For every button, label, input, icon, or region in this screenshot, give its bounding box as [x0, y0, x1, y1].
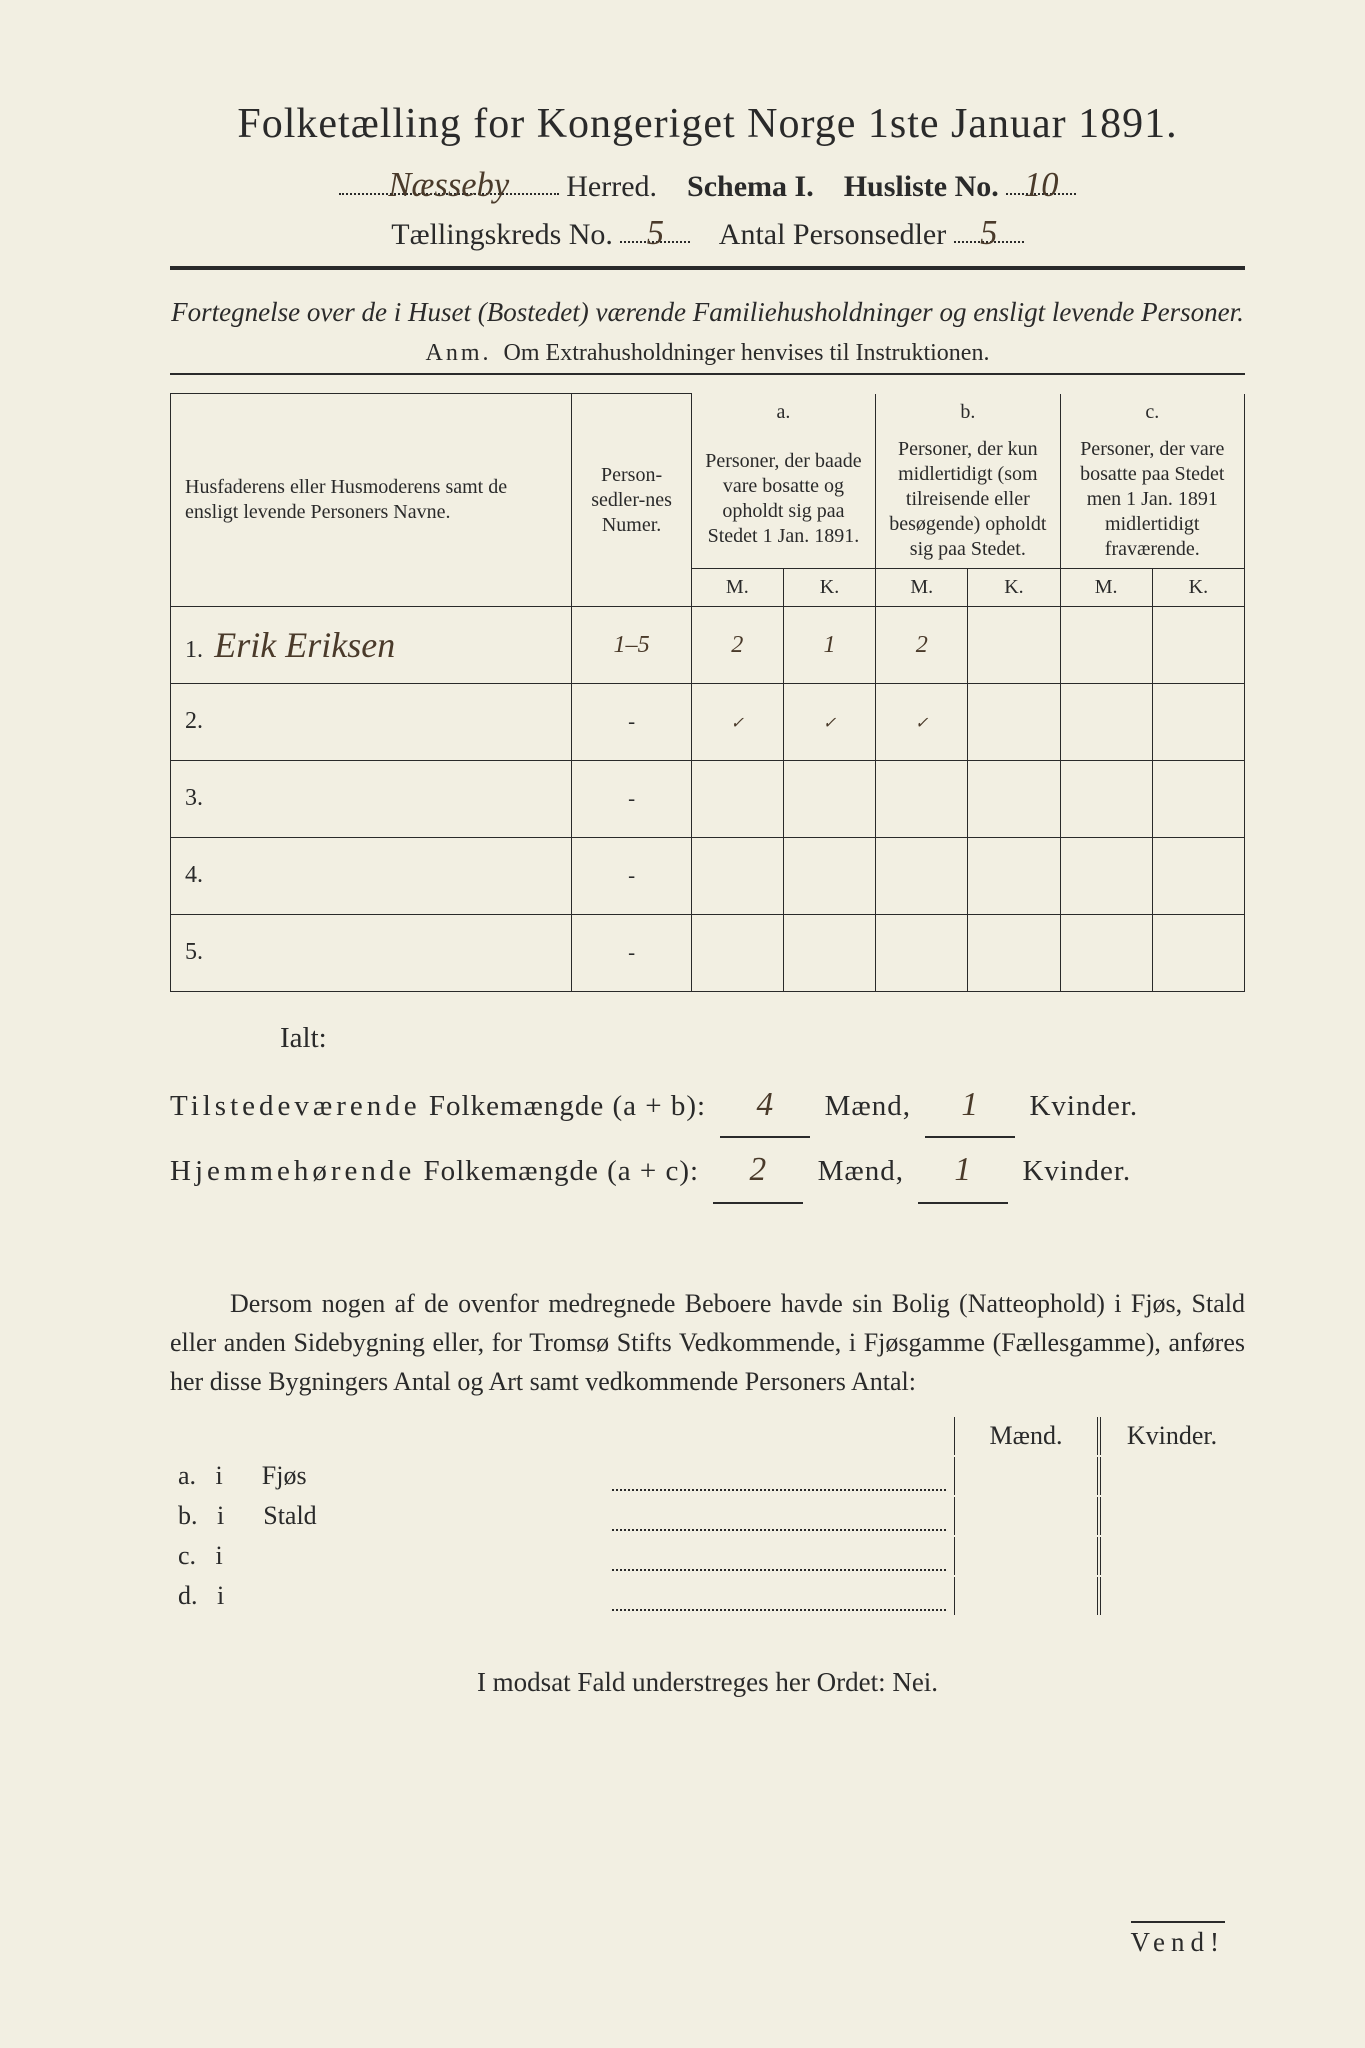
table-row: 4. -: [171, 837, 1245, 914]
cell-bM: ✓: [915, 713, 928, 733]
main-table: Husfaderens eller Husmoderens samt de en…: [170, 393, 1245, 992]
summary-v1k: 1: [961, 1073, 979, 1136]
table-row: 5. -: [171, 914, 1245, 991]
maend-label: Mænd,: [818, 1155, 904, 1187]
numer-cell: -: [628, 940, 635, 964]
summary-v1m: 4: [756, 1073, 774, 1136]
btable-letter: b.: [178, 1501, 198, 1530]
col-a-m: M.: [691, 568, 783, 606]
kreds-handwritten: 5: [647, 214, 664, 253]
subtitle: Fortegnelse over de i Huset (Bostedet) v…: [170, 294, 1245, 330]
col-c-label: c.: [1060, 394, 1244, 431]
summary-2a: Hjemmehørende: [170, 1155, 415, 1187]
btable-row: b. i Stald: [172, 1497, 1243, 1535]
col-c-text: Personer, der vare bosatte paa Stedet me…: [1060, 431, 1244, 569]
header-line-1: Næsseby Herred. Schema I. Husliste No. 1…: [170, 166, 1245, 204]
sedler-handwritten: 5: [980, 214, 997, 253]
cell-aM: ✓: [731, 713, 744, 733]
kvinder-label: Kvinder.: [1022, 1155, 1131, 1187]
col-b-label: b.: [876, 394, 1060, 431]
anm-label: Anm.: [426, 340, 492, 366]
kreds-label: Tællingskreds No.: [391, 218, 613, 251]
vend-label: Vend!: [1131, 1921, 1225, 1958]
btable-letter: a.: [178, 1461, 196, 1490]
btable-i: i: [217, 1581, 224, 1610]
numer-cell: -: [628, 863, 635, 887]
cell-aK: ✓: [823, 713, 836, 733]
schema-label: Schema I.: [687, 170, 814, 203]
btable-type: Fjøs: [262, 1461, 307, 1490]
numer-handwritten: 1–5: [613, 631, 649, 659]
cell-bM: 2: [916, 631, 928, 659]
btable-i: i: [216, 1541, 223, 1570]
summary-2b: Folkemængde (a + c):: [424, 1155, 700, 1187]
para-text: Dersom nogen af de ovenfor medregnede Be…: [170, 1289, 1245, 1396]
btable-i: i: [216, 1461, 223, 1490]
col-a-text: Personer, der baade vare bosatte og opho…: [691, 431, 875, 569]
nei-line: I modsat Fald understreges her Ordet: Ne…: [170, 1667, 1245, 1698]
col-a-k: K.: [783, 568, 875, 606]
col-header-name-text: Husfaderens eller Husmoderens samt de en…: [185, 476, 507, 523]
explanatory-paragraph: Dersom nogen af de ovenfor medregnede Be…: [170, 1284, 1245, 1401]
summary-block: Tilstedeværende Folkemængde (a + b): 4 M…: [170, 1073, 1245, 1204]
summary-v2k: 1: [954, 1138, 972, 1201]
numer-cell: -: [628, 786, 635, 810]
table-row: 2. - ✓ ✓ ✓: [171, 683, 1245, 760]
col-b-m: M.: [876, 568, 968, 606]
col-header-name: Husfaderens eller Husmoderens samt de en…: [171, 394, 572, 607]
btable-letter: d.: [178, 1581, 198, 1610]
husliste-label: Husliste No.: [844, 170, 999, 203]
header-line-2: Tællingskreds No. 5 Antal Personsedler 5: [170, 214, 1245, 252]
col-c-k: K.: [1152, 568, 1244, 606]
row-number: 2.: [185, 708, 209, 734]
btable-i: i: [217, 1501, 224, 1530]
col-a-label: a.: [691, 394, 875, 431]
table-row: 1. Erik Eriksen 1–5 2 1 2: [171, 606, 1245, 683]
row-number: 3.: [185, 785, 209, 811]
btable-row: d. i: [172, 1577, 1243, 1615]
ialt-label: Ialt:: [280, 1022, 1245, 1055]
col-c-m: M.: [1060, 568, 1152, 606]
building-table: Mænd. Kvinder. a. i Fjøs b. i Stald c. i…: [170, 1415, 1245, 1617]
row-number: 5.: [185, 939, 209, 965]
summary-1b: Folkemængde (a + b):: [429, 1090, 706, 1122]
btable-kvinder-header: Kvinder.: [1100, 1417, 1243, 1455]
sedler-label: Antal Personsedler: [719, 218, 946, 251]
cell-aK: 1: [823, 631, 835, 659]
summary-1a: Tilstedeværende: [170, 1090, 421, 1122]
census-form-page: Folketælling for Kongeriget Norge 1ste J…: [0, 0, 1365, 2048]
name-handwritten: Erik Eriksen: [214, 624, 395, 666]
col-header-numer: Person-sedler-nes Numer.: [572, 394, 691, 607]
btable-type: Stald: [263, 1501, 316, 1530]
btable-letter: c.: [178, 1541, 196, 1570]
btable-row: a. i Fjøs: [172, 1457, 1243, 1495]
herred-label: Herred.: [566, 170, 657, 203]
col-b-k: K.: [968, 568, 1060, 606]
divider: [170, 266, 1245, 270]
row-number: 1.: [185, 637, 209, 663]
anm-text: Om Extrahusholdninger henvises til Instr…: [504, 340, 990, 366]
btable-row: c. i: [172, 1537, 1243, 1575]
cell-aM: 2: [731, 631, 743, 659]
maend-label: Mænd,: [825, 1090, 911, 1122]
page-title: Folketælling for Kongeriget Norge 1ste J…: [170, 100, 1245, 148]
table-row: 3. -: [171, 760, 1245, 837]
summary-line-1: Tilstedeværende Folkemængde (a + b): 4 M…: [170, 1073, 1245, 1138]
herred-handwritten: Næsseby: [388, 166, 509, 205]
summary-line-2: Hjemmehørende Folkemængde (a + c): 2 Mæn…: [170, 1138, 1245, 1203]
annotation-line: Anm. Om Extrahusholdninger henvises til …: [170, 340, 1245, 367]
col-b-text: Personer, der kun midlertidigt (som tilr…: [876, 431, 1060, 569]
numer-cell: -: [628, 709, 635, 733]
husliste-handwritten: 10: [1024, 166, 1059, 205]
summary-v2m: 2: [749, 1138, 767, 1201]
btable-maend-header: Mænd.: [954, 1417, 1098, 1455]
kvinder-label: Kvinder.: [1029, 1090, 1138, 1122]
divider: [170, 373, 1245, 375]
row-number: 4.: [185, 862, 209, 888]
